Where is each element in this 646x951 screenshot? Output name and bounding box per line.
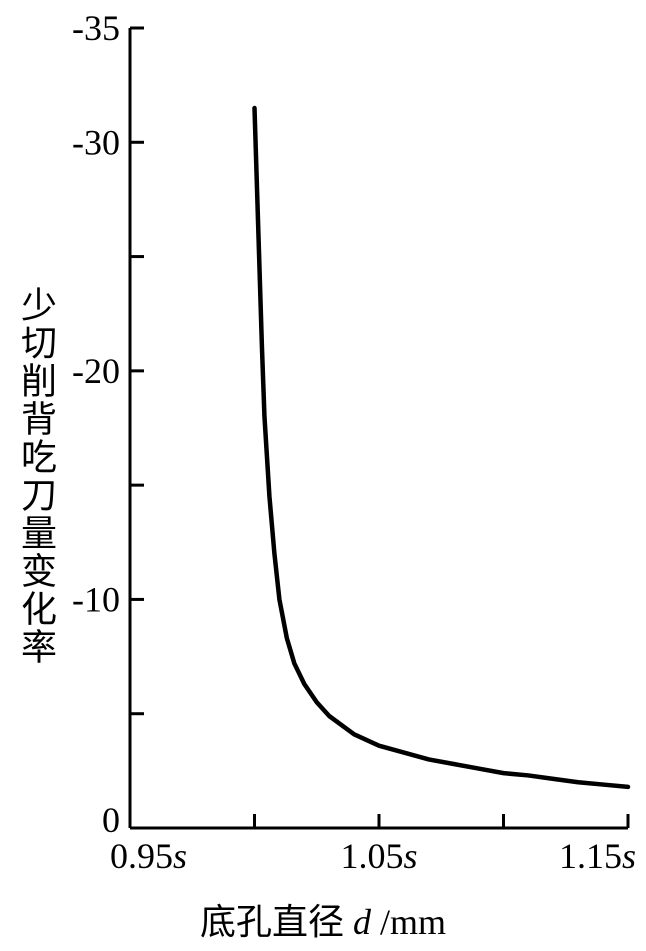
x-tick-label: 1.05s bbox=[340, 836, 417, 876]
y-tick-label: -10 bbox=[72, 579, 120, 619]
x-tick-label: 1.15s bbox=[559, 836, 636, 876]
y-tick-label: -35 bbox=[72, 8, 120, 48]
x-axis-label-unit: /mm bbox=[380, 902, 446, 942]
x-axis-label: 底孔直径 d /mm bbox=[200, 893, 446, 945]
x-tick-label: 0.95s bbox=[110, 836, 187, 876]
chart-container: 0-10-20-30-350.95s1.05s1.15s 少切削背吃刀量变化率 … bbox=[0, 0, 646, 951]
y-tick-label: 0 bbox=[102, 800, 120, 840]
y-axis-label: 少切削背吃刀量变化率 bbox=[10, 286, 62, 666]
y-tick-label: -30 bbox=[72, 122, 120, 162]
y-tick-label: -20 bbox=[72, 351, 120, 391]
x-axis-label-var: d bbox=[353, 902, 371, 942]
chart-svg: 0 -10 -20 -30 -35 0.95s 1.05s 1.15s bbox=[0, 0, 646, 951]
x-axis-label-prefix: 底孔直径 bbox=[200, 902, 353, 942]
